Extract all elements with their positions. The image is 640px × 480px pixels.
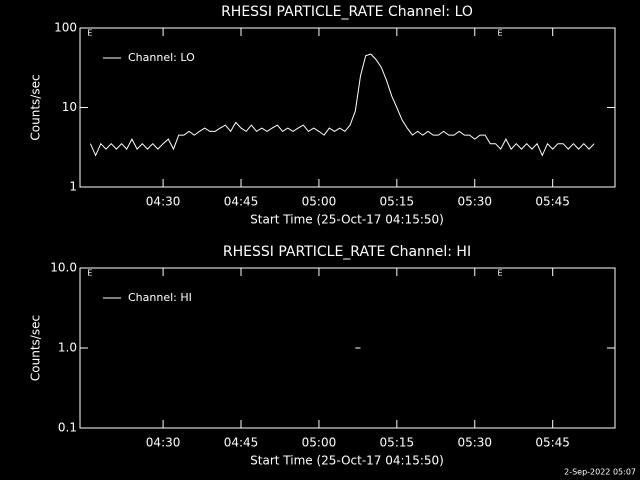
annotation: E	[87, 29, 92, 38]
x-tick-label: 05:00	[302, 436, 337, 450]
x-tick-label: 05:15	[380, 195, 415, 209]
legend-label: Channel: LO	[128, 51, 195, 64]
x-axis-label: Start Time (25-Oct-17 04:15:50)	[250, 454, 444, 468]
x-tick-label: 04:45	[224, 195, 259, 209]
y-tick-label: 100	[54, 21, 77, 35]
x-tick-label: 05:15	[380, 436, 415, 450]
x-tick-label: 05:30	[457, 436, 492, 450]
x-tick-label: 05:30	[457, 195, 492, 209]
y-tick-label: 0.1	[58, 421, 77, 435]
x-tick-label: 05:45	[535, 195, 570, 209]
y-axis-label: Counts/sec	[29, 74, 43, 140]
x-tick-label: 05:00	[302, 195, 337, 209]
series-line	[89, 53, 595, 157]
footer: 2-Sep-2022 05:07	[564, 468, 636, 477]
y-axis-label: Counts/sec	[29, 315, 43, 381]
y-tick-label: 1.0	[58, 341, 77, 355]
x-tick-label: 04:45	[224, 436, 259, 450]
annotation: E	[87, 269, 92, 278]
y-tick-label: 10.0	[50, 261, 77, 275]
annotation: E	[498, 269, 503, 278]
x-tick-label: 05:45	[535, 436, 570, 450]
x-axis-label: Start Time (25-Oct-17 04:15:50)	[250, 213, 444, 227]
annotation: E	[498, 29, 503, 38]
y-tick-label: 1	[69, 180, 77, 194]
y-tick-label: 10	[62, 100, 77, 114]
x-tick-label: 04:30	[146, 436, 181, 450]
chart-title: RHESSI PARTICLE_RATE Channel: HI	[223, 244, 471, 260]
chart-title: RHESSI PARTICLE_RATE Channel: LO	[221, 4, 473, 20]
legend-label: Channel: HI	[128, 291, 192, 304]
x-tick-label: 04:30	[146, 195, 181, 209]
